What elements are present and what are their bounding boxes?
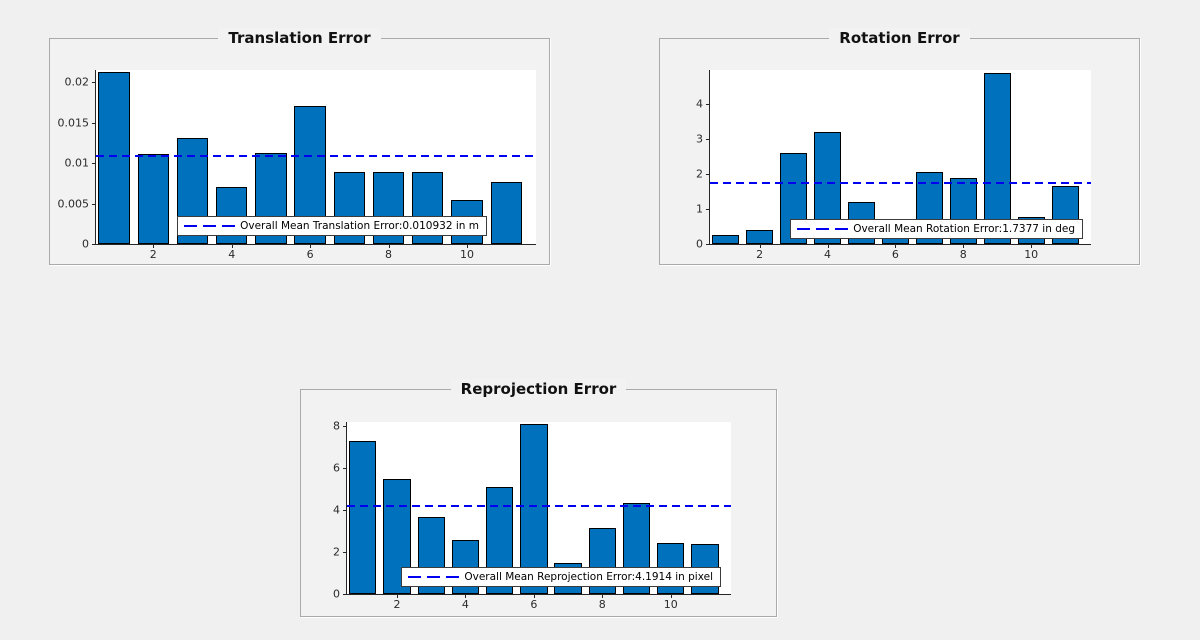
x-tick-mark (963, 244, 965, 248)
y-tick-mark (343, 594, 347, 595)
y-tick-label: 0.01 (64, 156, 90, 170)
x-tick-mark (759, 244, 761, 248)
x-tick-mark (397, 594, 398, 598)
panel-title: Rotation Error (660, 28, 1139, 49)
x-tick-mark (670, 594, 672, 598)
translation-error-plot: Overall Mean Translation Error:0.010932 … (58, 70, 536, 260)
legend-label: Overall Mean Rotation Error:1.7377 in de… (853, 223, 1075, 235)
y-tick-mark (706, 104, 710, 105)
y-tick-label: 2 (696, 167, 703, 181)
overall-mean-dashed-line (96, 154, 536, 157)
x-tick-mark (310, 244, 312, 248)
y-tick-mark (343, 426, 347, 428)
mean-line-legend-sample (797, 228, 849, 230)
x-tick-mark (388, 244, 390, 248)
x-tick-mark (231, 244, 233, 248)
legend: Overall Mean Reprojection Error:4.1914 i… (401, 567, 721, 587)
y-tick-label: 0 (696, 237, 703, 251)
bar (712, 234, 740, 244)
x-tick-mark (827, 244, 829, 248)
y-tick-mark (706, 209, 710, 210)
reprojection-error-plot: Overall Mean Reprojection Error:4.1914 i… (333, 421, 731, 610)
rotation-error-panel: Rotation Error Overall Mean Rotation Err… (659, 28, 1140, 265)
bar (746, 230, 774, 244)
translation-error-panel: Translation Error Overall Mean Translati… (49, 28, 550, 265)
y-tick-mark (92, 82, 96, 84)
y-tick-label: 8 (333, 419, 340, 433)
legend: Overall Mean Translation Error:0.010932 … (177, 216, 487, 236)
y-tick-mark (706, 244, 710, 245)
y-tick-mark (92, 122, 96, 124)
x-tick-label: 10 (1024, 248, 1039, 261)
x-tick-label: 8 (385, 248, 392, 261)
panel-title: Reprojection Error (301, 379, 776, 400)
y-tick-label: 0 (333, 587, 340, 601)
legend-label: Overall Mean Translation Error:0.010932 … (240, 220, 479, 232)
y-tick-mark (706, 139, 710, 140)
x-tick-label: 2 (149, 248, 157, 261)
x-tick-label: 10 (460, 248, 474, 261)
x-tick-label: 8 (959, 248, 967, 261)
x-tick-mark (602, 594, 604, 598)
x-tick-label: 4 (461, 598, 469, 611)
y-tick-label: 2 (333, 545, 340, 559)
legend: Overall Mean Rotation Error:1.7377 in de… (790, 219, 1083, 239)
x-tick-mark (467, 244, 468, 248)
panel-title: Translation Error (50, 28, 549, 49)
y-tick-label: 0.015 (57, 116, 90, 130)
x-tick-label: 10 (663, 598, 678, 611)
x-tick-label: 2 (756, 248, 764, 261)
mean-line-legend-sample (408, 576, 460, 578)
overall-mean-dashed-line (347, 505, 731, 508)
overall-mean-dashed-line (710, 182, 1091, 185)
y-tick-mark (92, 203, 96, 205)
x-tick-label: 4 (228, 248, 236, 261)
x-tick-label: 6 (306, 248, 314, 261)
y-tick-label: 6 (333, 461, 340, 475)
bar (349, 440, 377, 594)
legend-label: Overall Mean Reprojection Error:4.1914 i… (464, 571, 713, 583)
y-tick-label: 3 (696, 132, 703, 146)
rotation-error-plot: Overall Mean Rotation Error:1.7377 in de… (696, 70, 1091, 260)
y-tick-mark (92, 163, 96, 165)
bar (98, 71, 130, 244)
y-tick-label: 4 (696, 97, 703, 111)
panel-title-text: Reprojection Error (450, 379, 627, 400)
y-tick-mark (343, 510, 347, 512)
x-tick-mark (465, 594, 467, 598)
y-tick-mark (343, 552, 347, 553)
x-tick-mark (895, 244, 897, 248)
panel-title-text: Translation Error (218, 28, 381, 49)
panel-title-text: Rotation Error (829, 28, 970, 49)
x-tick-mark (153, 244, 155, 248)
y-tick-mark (92, 244, 96, 245)
bar (137, 154, 169, 244)
y-tick-label: 0 (82, 237, 89, 251)
x-tick-label: 6 (530, 598, 538, 611)
y-tick-label: 0.02 (64, 75, 90, 89)
y-tick-mark (706, 174, 710, 175)
x-tick-mark (1031, 244, 1033, 248)
bar (490, 181, 522, 244)
bar (983, 72, 1011, 244)
x-tick-mark (533, 594, 535, 598)
y-tick-label: 4 (333, 503, 340, 517)
x-tick-label: 8 (598, 598, 606, 611)
reprojection-error-panel: Reprojection Error Overall Mean Reprojec… (300, 379, 777, 617)
x-tick-label: 6 (891, 248, 899, 261)
x-tick-label: 4 (824, 248, 831, 261)
y-tick-mark (343, 468, 347, 470)
x-tick-label: 2 (393, 598, 401, 611)
mean-line-legend-sample (184, 225, 236, 227)
y-tick-label: 0.005 (57, 197, 90, 210)
y-tick-label: 1 (696, 202, 703, 216)
bar (520, 424, 548, 594)
